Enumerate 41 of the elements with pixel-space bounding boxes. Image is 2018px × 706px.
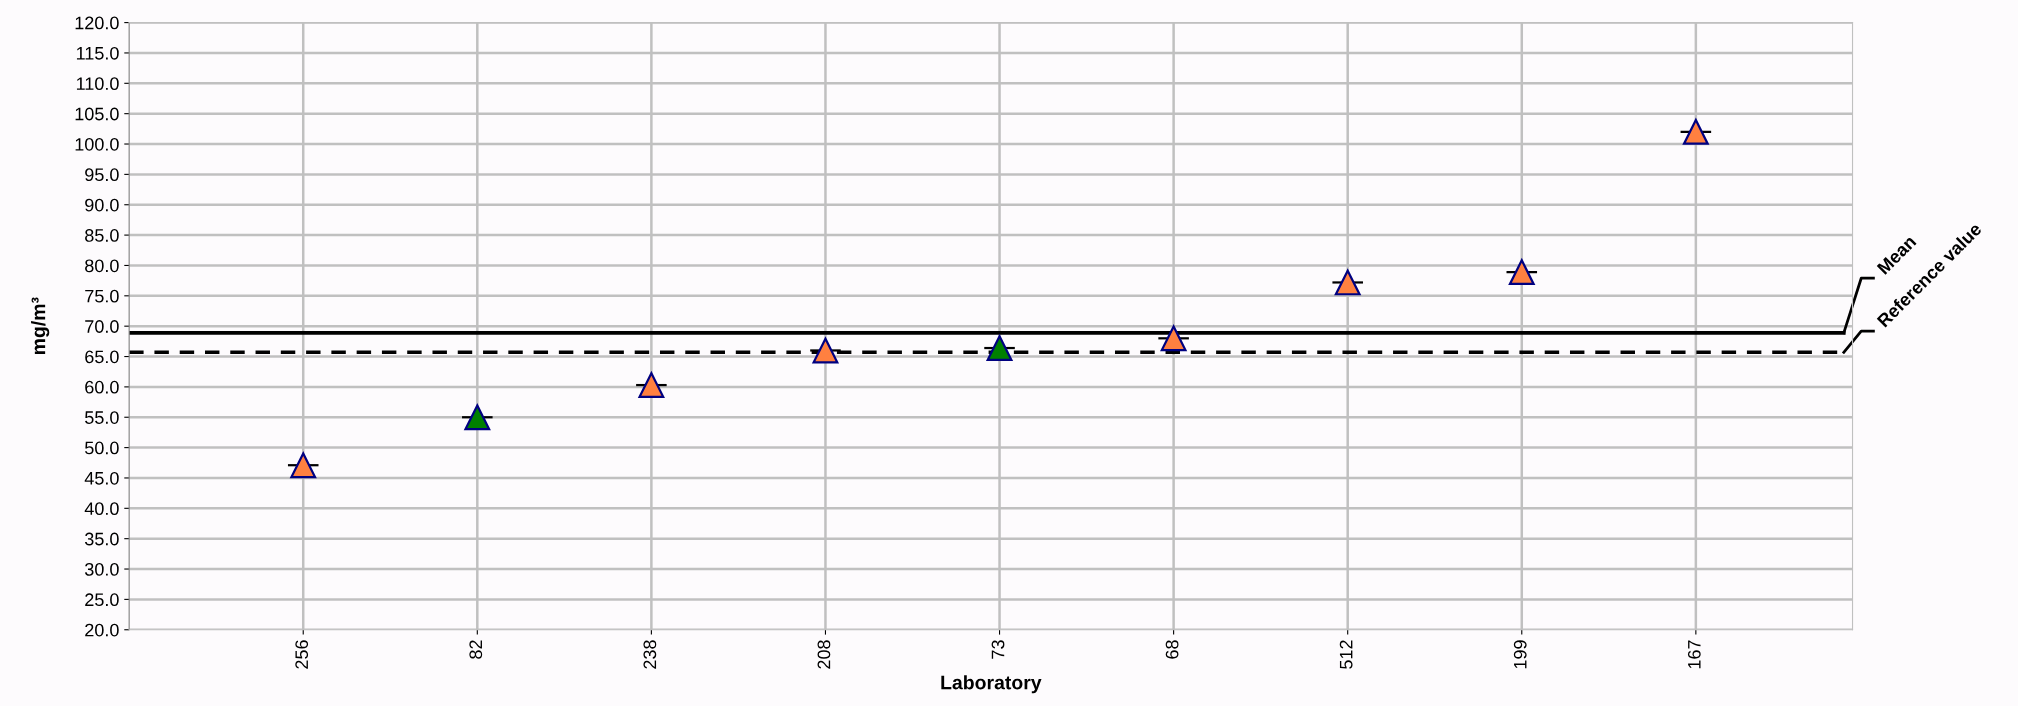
point	[812, 337, 839, 364]
point	[1160, 325, 1187, 352]
x-tick-label: 68	[1165, 640, 1179, 659]
x-tick-label: 82	[469, 640, 483, 659]
y-tick-label: 110.0	[76, 77, 119, 91]
point	[1682, 118, 1709, 145]
y-tick-label: 105.0	[75, 107, 119, 121]
x-tick-label: 256	[295, 640, 309, 669]
point	[986, 335, 1013, 361]
y-axis-title: mg/m³	[31, 297, 50, 355]
y-tick-label: 20.0	[85, 623, 119, 637]
point	[1334, 269, 1361, 296]
y-tick-label: 100.0	[75, 137, 119, 151]
y-tick-label: 80.0	[85, 259, 119, 273]
y-tick-label: 65.0	[85, 350, 119, 364]
y-tick-label: 55.0	[85, 411, 119, 424]
y-tick-label: 50.0	[85, 441, 119, 455]
y-tick-label: 95.0	[85, 168, 119, 182]
x-tick-label: 73	[991, 640, 1005, 659]
y-tick-label: 25.0	[85, 593, 119, 607]
y-tick-label: 60.0	[85, 380, 119, 394]
point	[464, 404, 491, 431]
y-tick-label: 85.0	[85, 229, 119, 242]
point	[290, 452, 317, 479]
y-tick-label: 40.0	[84, 502, 119, 516]
x-tick-label: 208	[817, 640, 831, 669]
y-tick-label: 75.0	[85, 289, 119, 303]
x-axis-title: Laboratory	[941, 675, 1042, 694]
y-tick-label: 45.0	[84, 471, 119, 485]
y-tick-label: 120.0	[75, 16, 119, 30]
y-tick-label: 115.0	[76, 46, 119, 60]
point	[638, 372, 665, 398]
x-tick-label: 512	[1339, 640, 1353, 669]
y-tick-label: 30.0	[84, 562, 119, 576]
y-tick-label: 70.0	[85, 320, 119, 333]
x-tick-label: 199	[1513, 640, 1527, 669]
point	[1508, 259, 1535, 286]
y-tick-label: 35.0	[84, 532, 119, 546]
x-tick-label: 238	[643, 640, 657, 669]
y-tick-label: 90.0	[85, 198, 119, 212]
x-tick-label: 167	[1687, 640, 1701, 669]
